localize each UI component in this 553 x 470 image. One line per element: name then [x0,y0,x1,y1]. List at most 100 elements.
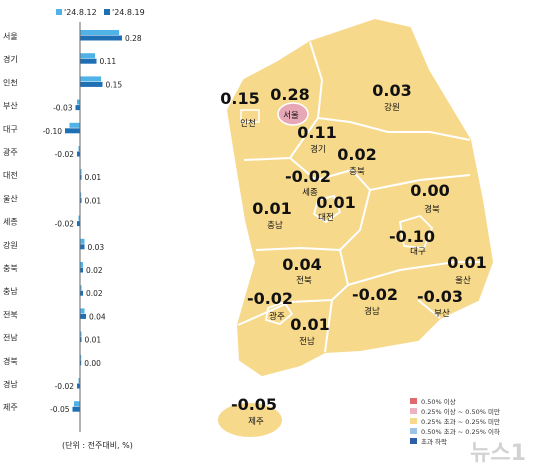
map-legend-swatch [410,408,417,414]
category-label: 경북 [3,356,18,366]
bar-value-label: -0.10 [43,127,63,136]
province-borders [237,41,482,353]
bar-series-2 [75,105,80,111]
region-daegu [398,214,434,249]
bar-series-1 [78,378,80,383]
bar-value-label: 0.02 [86,266,103,275]
map-legend-swatch [410,418,417,424]
bar-series-1 [78,215,80,221]
region-value-label: 0.28 [270,85,309,104]
bar-series-1 [80,354,82,360]
bar-series-1 [80,238,85,244]
category-label: 세종 [3,218,18,227]
border-gyeongnam-north [347,261,482,286]
map-legend-label: 0.50% 초과 ~ 0.25% 이하 [421,427,500,436]
map-legend: 0.50% 이상0.25% 이상 ~ 0.50% 미만0.25% 초과 ~ 0.… [410,397,500,446]
regions [240,102,434,325]
category-label: 서울 [3,32,18,41]
bar-series-1 [80,192,82,198]
bar-series-2 [80,58,97,64]
map-legend-swatch [410,438,417,444]
category-label: 충북 [3,264,18,273]
legend-swatch-series-1 [56,9,62,15]
region-daejeon [312,194,342,224]
region-name-label: 전북 [296,275,312,286]
bar-value-label: 0.03 [88,243,105,252]
bar-value-label: 0.00 [84,359,101,368]
category-label: 대구 [3,125,18,134]
bar-series-1 [80,262,83,267]
category-label: 전북 [3,309,18,319]
region-name-label: 충남 [267,221,283,231]
category-label: 대전 [3,170,18,180]
bar-value-label: -0.03 [53,104,73,113]
border-jeonbuk [255,246,350,301]
bar-value-label: 0.01 [85,336,102,345]
region-name-label: 부산 [434,308,450,319]
bar-series-2 [80,337,82,343]
region-value-label: 0.04 [282,255,321,274]
region-value-label: 0.02 [337,145,376,164]
bar-series-2 [72,406,80,412]
bar-value-label: 0.01 [85,196,102,205]
region-name-label: 제주 [248,417,264,427]
bar-value-label: 0.04 [89,312,106,321]
legend-label-series-1: '24.8.12 [64,8,97,17]
bar-legend: '24.8.12 '24.8.19 [56,8,145,17]
region-name-label: 대전 [318,212,334,223]
bar-series-1 [80,285,82,291]
region-value-label: -0.10 [389,227,435,246]
region-value-label: -0.02 [285,167,331,186]
bars: 서울 0.28 경기 0.11 인천 0.15 부산 -0.03 대구 -0.10 광주 -0.02 대… [3,30,142,414]
bar-value-label: -0.02 [55,220,75,229]
mainland-outline [226,18,494,377]
bar-value-label: 0.11 [100,57,117,66]
region-name-label: 강원 [384,102,400,113]
border-gyeongbuk-north [369,174,471,191]
border-chungbuk [289,157,372,251]
bar-series-2 [80,267,83,273]
region-value-label: -0.02 [247,289,293,308]
bar-series-2 [80,360,82,366]
region-gwangju [264,300,294,325]
region-value-label: 0.15 [220,89,259,108]
region-value-label: -0.03 [417,287,463,306]
bar-series-1 [80,331,82,337]
bar-series-1 [80,169,82,175]
bar-series-2 [80,290,83,296]
region-name-label: 대구 [410,247,426,257]
region-value-label: -0.05 [231,395,277,414]
bar-series-2 [80,197,82,203]
bar-series-2 [80,174,82,180]
region-name-label: 서울 [283,111,299,121]
region-value-label: 0.00 [410,181,449,200]
bar-value-label: -0.05 [50,405,70,414]
region-incheon [240,109,260,123]
bar-series-1 [80,53,95,59]
bar-series-2 [77,151,80,157]
category-label: 경남 [3,379,18,389]
region-name-label: 광주 [269,311,285,322]
category-label: 인천 [3,77,18,87]
bar-series-2 [77,383,80,389]
bar-value-label: -0.02 [55,382,75,391]
region-name-label: 경남 [364,306,380,317]
category-label: 제주 [3,403,18,412]
bar-series-2 [65,128,80,134]
category-label: 부산 [3,101,18,111]
map-legend-label: 0.25% 초과 ~ 0.25% 미만 [421,417,500,426]
region-seoul [277,102,309,126]
bar-series-1 [69,122,80,128]
category-label: 충남 [3,287,18,296]
map-legend-label: 0.25% 이상 ~ 0.50% 미만 [421,407,500,416]
bar-series-2 [80,81,103,87]
category-label: 광주 [3,147,18,157]
category-label: 전남 [3,333,18,343]
bar-value-label: 0.01 [85,173,102,182]
bar-series-1 [80,30,119,35]
region-value-label: 0.11 [297,123,336,142]
border-busan [417,299,441,319]
bar-series-1 [80,308,85,314]
